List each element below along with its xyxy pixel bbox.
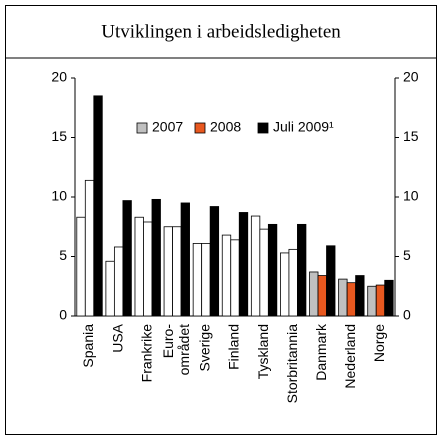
x-tick-label: Danmark — [313, 323, 329, 381]
x-tick-label: USA — [109, 323, 125, 352]
bar — [84, 179, 95, 317]
bar — [201, 243, 211, 317]
x-tick-label: Tyskland — [255, 324, 271, 379]
bar — [326, 245, 336, 317]
y-tick-label: 20 — [51, 69, 67, 85]
y2-tick-label: 0 — [403, 307, 411, 323]
bar — [76, 216, 86, 317]
y2-tick-label: 15 — [403, 128, 419, 144]
legend-label: 2008 — [210, 119, 241, 135]
chart-title: Utviklingen i arbeidsledigheten — [101, 21, 341, 42]
bar — [238, 212, 249, 317]
bar — [288, 248, 298, 317]
bar — [267, 223, 278, 317]
bar — [317, 275, 327, 317]
x-tick-label: Sverige — [197, 324, 213, 372]
bar — [105, 260, 115, 317]
bar — [209, 206, 220, 317]
bar — [93, 95, 103, 317]
legend-label: 2007 — [152, 119, 183, 135]
legend-swatch — [257, 122, 269, 134]
bar — [134, 216, 144, 317]
bar — [297, 223, 307, 317]
y2-tick-label: 20 — [403, 69, 419, 85]
y-tick-label: 5 — [59, 247, 67, 263]
bar — [192, 243, 203, 317]
bar — [221, 234, 232, 317]
x-tick-label: Euro-området — [160, 324, 192, 376]
bar — [259, 228, 269, 317]
bar — [163, 226, 173, 317]
x-tick-label: Finland — [226, 324, 242, 370]
legend-swatch — [136, 122, 148, 134]
x-tick-label: Norge — [371, 324, 387, 362]
x-tick-label: Nederland — [342, 324, 358, 389]
x-tick-label: Storbritannia — [284, 324, 300, 404]
bar — [122, 200, 132, 317]
y2-tick-label: 10 — [403, 188, 419, 204]
bar — [230, 239, 240, 317]
x-tick-label: Frankrike — [138, 324, 154, 383]
bar — [375, 284, 386, 317]
bar — [280, 252, 290, 317]
frame — [5, 5, 437, 435]
legend-swatch — [194, 122, 206, 134]
bar — [367, 285, 377, 317]
bar — [172, 226, 182, 317]
legend-label: Juli 2009¹ — [273, 119, 334, 135]
bar — [309, 271, 319, 317]
bar — [338, 278, 348, 317]
bar — [250, 215, 261, 317]
bar — [355, 275, 365, 317]
bar — [113, 246, 124, 317]
y-tick-label: 10 — [51, 188, 67, 204]
bar — [143, 221, 153, 317]
bar — [384, 279, 394, 317]
y-tick-label: 15 — [51, 128, 67, 144]
y2-tick-label: 5 — [403, 247, 411, 263]
y-tick-label: 0 — [59, 307, 67, 323]
bar — [346, 282, 357, 317]
bar — [180, 202, 190, 317]
bar — [151, 198, 161, 317]
x-tick-label: Spania — [80, 324, 96, 368]
